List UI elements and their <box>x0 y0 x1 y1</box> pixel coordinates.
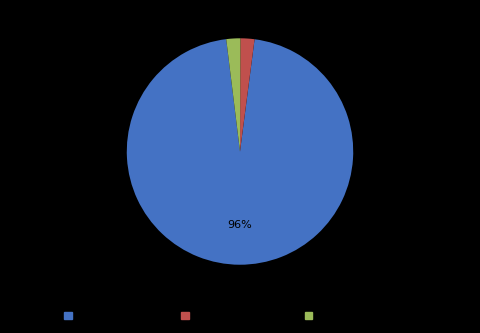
Text: 96%: 96% <box>228 220 252 230</box>
Wedge shape <box>127 39 353 265</box>
Legend: Wages & Salaries, Employee Benefits, Operating Expenses: Wages & Salaries, Employee Benefits, Ope… <box>60 307 420 325</box>
Text: 2%: 2% <box>240 17 257 27</box>
Wedge shape <box>226 38 240 152</box>
Wedge shape <box>240 38 254 152</box>
